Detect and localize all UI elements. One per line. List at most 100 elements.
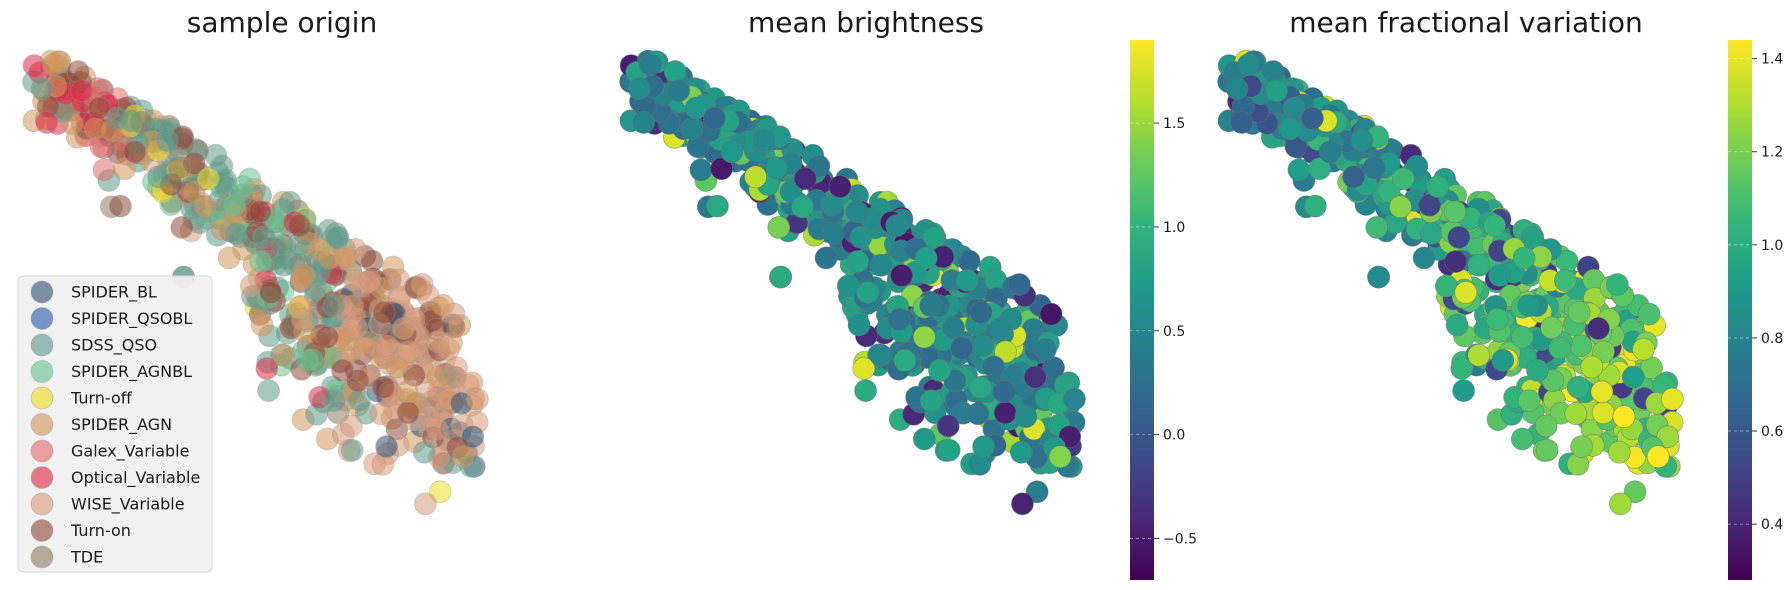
scatter-point (290, 307, 314, 331)
scatter-point (854, 379, 877, 403)
scatter-point (869, 253, 893, 277)
scatter-point (322, 389, 346, 413)
colorbar-tick-label: 1.0 (1163, 220, 1185, 236)
scatter-point (252, 225, 276, 249)
scatter-point (919, 294, 943, 318)
scatter-point (1443, 200, 1467, 224)
scatter-point (1420, 222, 1443, 245)
colorbar-tick-label: 0.5 (1163, 324, 1185, 340)
colorbar-tick-label: 0.0 (1163, 428, 1185, 444)
scatter-point (1282, 96, 1306, 120)
scatter-point (250, 313, 274, 337)
legend-label: TDE (70, 548, 103, 567)
scatter-point (1553, 268, 1577, 292)
scatter-point (397, 340, 420, 364)
scatter-point (1609, 492, 1632, 516)
scatter-point (35, 111, 59, 134)
scatter-point (1304, 194, 1327, 218)
scatter-point (706, 194, 729, 218)
scatter-point (955, 268, 979, 292)
scatter-point (1580, 355, 1604, 379)
scatter-points (1217, 49, 1684, 516)
scatter-point (83, 117, 107, 141)
scatter-point (372, 300, 396, 324)
scatter-point (937, 438, 961, 462)
scatter-point (942, 316, 965, 340)
scatter-point (1592, 340, 1615, 364)
scatter-point (395, 380, 419, 404)
scatter-point (1009, 440, 1033, 464)
scatter-point (1510, 427, 1534, 451)
scatter-point (239, 274, 263, 298)
scatter-point (922, 226, 946, 250)
scatter-point (969, 300, 993, 324)
colorbar: 0.4 0.6 0.8 1.0 1.2 1.4 (1728, 40, 1783, 580)
scatter-point (1491, 348, 1515, 372)
scatter-point (1039, 302, 1063, 326)
scatter-point (257, 379, 281, 403)
scatter-point (340, 438, 364, 462)
scatter-point (1445, 313, 1469, 337)
scatter-point (989, 317, 1012, 340)
scatter-point (66, 60, 90, 83)
scatter-point (426, 365, 450, 389)
scatter-point (1510, 325, 1534, 349)
colorbar-tick-label: 1.2 (1761, 145, 1783, 161)
scatter-point (856, 281, 880, 304)
scatter-point (1621, 365, 1645, 389)
scatter-point (248, 200, 272, 224)
colorbar-tick-label: −0.5 (1163, 531, 1197, 547)
scatter-point (793, 167, 817, 191)
scatter-point (1637, 302, 1661, 326)
scatter-point (1488, 263, 1511, 287)
scatter-point (1590, 380, 1614, 404)
scatter-point (396, 401, 420, 425)
scatter-point (1646, 445, 1670, 469)
legend-marker (30, 466, 54, 489)
scatter-point (1014, 405, 1038, 429)
scatter-point (417, 405, 441, 429)
scatter-point (845, 200, 869, 224)
scatter-point (437, 337, 460, 361)
scatter-point (1467, 343, 1491, 367)
panel-title: sample origin (187, 6, 377, 39)
scatter-point (1434, 274, 1458, 298)
scatter-point (391, 317, 415, 340)
scatter-point (1389, 195, 1412, 219)
scatter-point (885, 214, 908, 238)
scatter-point (193, 195, 217, 219)
scatter-point (814, 246, 838, 270)
scatter-point (992, 380, 1016, 404)
scatter-point (155, 129, 179, 152)
legend-marker (30, 413, 54, 436)
scatter-point (70, 79, 94, 103)
scatter-point (461, 425, 485, 449)
scatter-point (1607, 440, 1631, 464)
scatter-point (1517, 294, 1541, 318)
colorbar-tick-label: 1.0 (1761, 238, 1783, 254)
colorbar-tick-label: 0.4 (1761, 517, 1783, 533)
scatter-point (465, 387, 489, 411)
scatter-point (223, 193, 247, 217)
scatter-point (1225, 77, 1249, 100)
scatter-point (1535, 438, 1559, 462)
legend-marker (30, 545, 54, 569)
scatter-point (167, 156, 191, 180)
legend-marker (30, 492, 54, 516)
scatter-point (1605, 273, 1629, 296)
scatter-point (836, 274, 860, 298)
scatter-point (1007, 273, 1031, 296)
scatter-point (764, 156, 788, 180)
scatter-point (105, 106, 129, 130)
scatter-point (1034, 337, 1057, 361)
scatter-point (767, 215, 791, 239)
scatter-point (147, 165, 171, 189)
scatter-point (442, 302, 466, 326)
scatter-point (1426, 175, 1450, 199)
legend-label: SPIDER_QSOBL (71, 309, 192, 329)
scatter-point (822, 222, 845, 245)
scatter-point (375, 435, 399, 459)
scatter-point (353, 336, 377, 360)
scatter-point (428, 480, 452, 504)
